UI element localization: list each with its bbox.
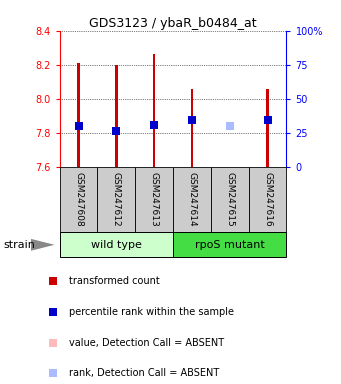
Point [50,370,56,376]
Bar [77,63,80,167]
Text: wild type: wild type [91,240,142,250]
Text: strain: strain [3,240,35,250]
Point [50,339,56,346]
Text: transformed count: transformed count [69,276,160,286]
Point [265,117,270,123]
Point [151,122,157,128]
Text: GSM247615: GSM247615 [225,172,234,227]
Point [189,117,195,123]
Point [50,309,56,315]
Bar [60,232,173,257]
Point [50,278,56,284]
Text: GSM247612: GSM247612 [112,172,121,227]
Text: GSM247608: GSM247608 [74,172,83,227]
Bar [115,65,118,167]
Title: GDS3123 / ybaR_b0484_at: GDS3123 / ybaR_b0484_at [89,17,257,30]
Bar [249,167,286,232]
Text: rank, Detection Call = ABSENT: rank, Detection Call = ABSENT [69,368,219,378]
Bar [153,54,155,167]
Text: rpoS mutant: rpoS mutant [195,240,265,250]
Text: GSM247614: GSM247614 [188,172,196,227]
Bar [173,232,286,257]
Text: percentile rank within the sample: percentile rank within the sample [69,307,234,317]
Bar [98,167,135,232]
Polygon shape [31,239,55,251]
Point [227,123,233,129]
Bar [211,167,249,232]
Text: GSM247613: GSM247613 [150,172,159,227]
Point [76,123,81,129]
Text: value, Detection Call = ABSENT: value, Detection Call = ABSENT [69,338,224,348]
Bar [191,89,193,167]
Text: GSM247616: GSM247616 [263,172,272,227]
Bar [135,167,173,232]
Bar [60,167,98,232]
Point [114,128,119,134]
Bar [173,167,211,232]
Bar [266,89,269,167]
